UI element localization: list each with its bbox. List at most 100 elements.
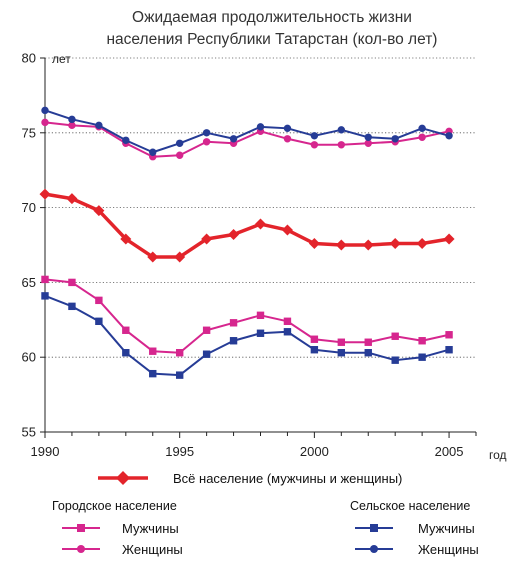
x-tick-label: 1990 <box>31 444 60 459</box>
data-point-urban_men <box>256 311 265 320</box>
data-point-total <box>120 233 132 245</box>
y-tick-label: 55 <box>22 425 36 440</box>
data-point-urban_men <box>149 347 157 355</box>
data-point-rural_men <box>175 371 184 379</box>
series-layer <box>39 106 455 379</box>
series-urban_women-line <box>44 121 450 158</box>
data-point-total <box>281 224 293 236</box>
y-tick-label: 80 <box>22 51 36 66</box>
data-point-total <box>228 229 240 241</box>
data-point-urban_men <box>41 275 49 284</box>
data-point-rural_women <box>41 106 49 115</box>
data-point-rural_women <box>364 133 372 141</box>
data-point-total <box>335 239 347 251</box>
legend-rural-header: Сельское население <box>350 499 470 513</box>
data-point-rural_men <box>337 349 346 357</box>
data-point-rural_women <box>175 139 184 147</box>
data-point-urban_women <box>364 139 372 147</box>
data-point-rural_men <box>364 349 372 357</box>
data-point-total <box>147 251 159 263</box>
x-tick-label: 1995 <box>165 444 194 459</box>
legend-rural-men: Мужчины <box>355 521 475 536</box>
data-point-urban_men <box>445 331 453 339</box>
data-point-urban_men <box>229 319 238 327</box>
series-urban_men <box>41 275 453 357</box>
legend-rural-women-circle-marker <box>370 545 378 553</box>
series-total-line <box>44 192 450 259</box>
legend-urban-women-label: Женщины <box>122 542 183 557</box>
data-point-rural_women <box>149 148 157 156</box>
data-point-rural_women <box>202 129 211 137</box>
data-point-urban_women <box>418 133 426 141</box>
chart-title-line-2: населения Республики Татарстан (кол-во л… <box>107 31 438 48</box>
y-axis-unit-label: лет <box>52 52 71 66</box>
legend-urban-men: Мужчины <box>62 521 179 536</box>
legend-rural-women-label: Женщины <box>418 542 479 557</box>
data-point-rural_women <box>256 123 265 131</box>
legend-urban-men-square-marker <box>77 524 85 532</box>
data-point-urban_men <box>310 335 319 343</box>
data-point-total <box>174 251 186 263</box>
series-rural_men <box>41 292 453 379</box>
data-point-rural_women <box>418 124 426 133</box>
data-point-rural_women <box>337 126 346 134</box>
legend-urban-men-label: Мужчины <box>122 521 179 536</box>
data-point-total <box>443 233 455 245</box>
data-point-total <box>66 193 78 205</box>
data-point-urban_men <box>122 326 130 334</box>
series-rural_women <box>41 106 453 156</box>
data-point-rural_women <box>68 115 76 124</box>
data-point-urban_men <box>391 332 399 340</box>
data-point-total <box>93 205 105 217</box>
series-urban_men-line <box>44 278 450 354</box>
legend-rural-men-label: Мужчины <box>418 521 475 536</box>
y-tick-label: 60 <box>22 350 36 365</box>
x-tick-label: 2000 <box>300 444 329 459</box>
legend-total-diamond-marker <box>116 471 130 485</box>
data-point-total <box>201 233 213 245</box>
data-point-urban_women <box>41 118 49 127</box>
legend-urban-women: Женщины <box>62 542 183 557</box>
y-tick-label: 70 <box>22 200 36 215</box>
chart-title-line-1: Ожидаемая продолжительность жизни <box>132 9 412 26</box>
data-point-rural_women <box>391 135 399 143</box>
axes: 55 60 65 70 75 80 1990 1995 2000 2005 <box>22 51 477 459</box>
data-point-urban_men <box>337 338 346 346</box>
x-tick-label: 2005 <box>435 444 464 459</box>
legend-urban-women-circle-marker <box>77 545 85 553</box>
legend-total: Всё население (мужчины и женщины) <box>98 471 402 486</box>
data-point-urban_women <box>202 138 211 146</box>
data-point-rural_women <box>229 135 238 143</box>
data-point-total <box>255 218 266 230</box>
data-point-rural_men <box>418 353 426 361</box>
data-point-total <box>308 238 320 250</box>
legend-total-label: Всё население (мужчины и женщины) <box>173 471 402 486</box>
data-point-rural_men <box>149 369 157 378</box>
grid-layer <box>45 57 476 358</box>
series-rural_women-line <box>44 109 450 154</box>
data-point-total <box>362 239 374 251</box>
data-point-rural_men <box>445 346 453 354</box>
series-urban_women <box>41 118 453 161</box>
legend-rural-women: Женщины <box>355 542 479 557</box>
data-point-urban_women <box>68 121 76 130</box>
data-point-rural_men <box>202 350 211 358</box>
y-tick-label: 65 <box>22 275 36 290</box>
data-point-urban_men <box>364 338 372 346</box>
data-point-urban_men <box>68 278 76 287</box>
data-point-urban_women <box>310 141 319 149</box>
legend-urban-header: Городское население <box>52 499 177 513</box>
data-point-rural_men <box>95 317 103 325</box>
data-point-rural_women <box>310 132 319 140</box>
data-point-urban_men <box>418 337 426 345</box>
data-point-rural_men <box>256 329 265 337</box>
legend: Всё население (мужчины и женщины) Городс… <box>52 471 479 557</box>
data-point-total <box>389 238 401 250</box>
data-point-rural_men <box>310 346 319 354</box>
data-point-urban_men <box>283 317 292 325</box>
data-point-urban_men <box>202 326 211 334</box>
data-point-rural_women <box>122 136 130 144</box>
data-point-total <box>39 188 51 200</box>
